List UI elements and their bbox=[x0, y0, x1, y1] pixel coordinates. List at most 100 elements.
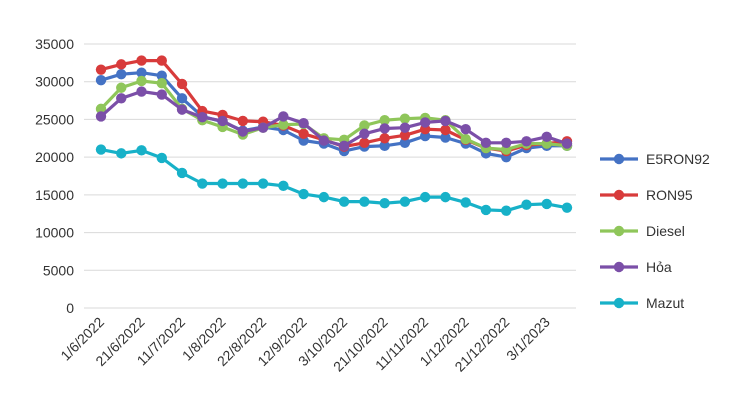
data-point bbox=[197, 178, 208, 189]
data-point bbox=[480, 204, 492, 216]
y-tick-label: 25000 bbox=[35, 111, 74, 127]
data-point bbox=[278, 111, 289, 122]
data-point bbox=[440, 115, 451, 127]
data-point bbox=[257, 178, 269, 189]
data-point bbox=[116, 93, 127, 104]
legend-label: Mazut bbox=[646, 295, 684, 311]
y-tick-label: 35000 bbox=[35, 36, 74, 52]
data-point bbox=[318, 191, 330, 203]
data-point bbox=[521, 136, 532, 147]
legend-item-hỏa: Hỏa bbox=[600, 259, 672, 275]
data-point bbox=[359, 137, 370, 149]
data-point bbox=[136, 67, 147, 78]
data-point bbox=[399, 113, 411, 124]
data-point bbox=[440, 191, 451, 203]
data-point bbox=[95, 103, 107, 115]
data-point bbox=[318, 135, 330, 146]
series-hỏa bbox=[95, 86, 573, 152]
legend: E5RON92 RON95 Diesel Hỏa Mazut bbox=[600, 151, 710, 311]
legend-marker bbox=[613, 189, 625, 201]
data-point bbox=[237, 178, 249, 189]
legend-item-ron95: RON95 bbox=[600, 187, 693, 203]
data-point bbox=[217, 115, 228, 127]
data-point bbox=[257, 122, 269, 133]
x-axis: 1/6/202221/6/202211/7/20221/8/202222/8/2… bbox=[57, 314, 553, 375]
data-point bbox=[359, 196, 370, 207]
data-point bbox=[136, 75, 147, 87]
y-tick-label: 5000 bbox=[43, 262, 74, 278]
data-point bbox=[156, 55, 167, 66]
legend-item-diesel: Diesel bbox=[600, 223, 685, 239]
data-point bbox=[399, 196, 411, 207]
legend-label: Diesel bbox=[646, 223, 685, 239]
data-point bbox=[136, 55, 147, 66]
data-point bbox=[379, 197, 390, 209]
data-point bbox=[136, 86, 147, 97]
y-tick-label: 30000 bbox=[35, 74, 74, 90]
legend-label: E5RON92 bbox=[646, 151, 710, 167]
data-point bbox=[460, 133, 471, 145]
data-point bbox=[501, 137, 512, 149]
series-line bbox=[99, 79, 568, 152]
data-point bbox=[379, 123, 390, 134]
data-point bbox=[359, 120, 370, 131]
data-point bbox=[197, 111, 208, 123]
series-line bbox=[100, 148, 568, 213]
data-point bbox=[176, 78, 188, 90]
legend-item-e5ron92: E5RON92 bbox=[600, 151, 710, 167]
data-point bbox=[399, 137, 411, 149]
data-point bbox=[298, 188, 309, 200]
legend-label: RON95 bbox=[646, 187, 693, 203]
data-point bbox=[95, 111, 107, 122]
legend-label: Hỏa bbox=[646, 259, 672, 275]
x-tick-label: 3/1/2023 bbox=[503, 314, 553, 364]
data-point bbox=[440, 132, 451, 143]
data-point bbox=[480, 137, 492, 149]
data-point bbox=[278, 119, 289, 130]
y-axis: 0 5000 10000 15000 20000 25000 30000 35000 bbox=[35, 36, 74, 316]
data-point bbox=[237, 126, 249, 137]
data-point bbox=[419, 117, 431, 128]
legend-marker bbox=[613, 297, 625, 309]
legend-item-mazut: Mazut bbox=[600, 295, 684, 311]
data-point bbox=[338, 196, 350, 207]
data-point bbox=[116, 82, 127, 93]
data-point bbox=[419, 191, 431, 203]
legend-marker bbox=[613, 225, 625, 237]
data-point bbox=[541, 198, 552, 210]
data-point bbox=[95, 144, 107, 155]
data-point bbox=[95, 64, 107, 75]
data-point bbox=[440, 124, 451, 136]
data-point bbox=[278, 180, 289, 192]
data-point bbox=[156, 89, 167, 100]
data-point bbox=[176, 167, 188, 179]
series-group bbox=[95, 55, 573, 216]
data-point bbox=[156, 152, 167, 164]
data-point bbox=[298, 118, 309, 129]
data-point bbox=[237, 115, 249, 127]
legend-marker bbox=[613, 153, 625, 165]
y-tick-label: 20000 bbox=[35, 149, 74, 165]
data-point bbox=[298, 128, 309, 139]
data-point bbox=[116, 68, 127, 80]
y-tick-label: 0 bbox=[66, 300, 74, 316]
data-point bbox=[217, 178, 228, 189]
data-point bbox=[379, 140, 390, 152]
data-point bbox=[136, 145, 147, 156]
series-ron95 bbox=[95, 55, 573, 157]
data-point bbox=[399, 122, 411, 133]
data-point bbox=[338, 140, 350, 152]
data-point bbox=[116, 148, 127, 159]
data-point bbox=[379, 114, 390, 126]
y-tick-label: 15000 bbox=[35, 187, 74, 203]
data-point bbox=[176, 93, 188, 104]
data-point bbox=[521, 199, 532, 210]
data-point bbox=[156, 78, 167, 89]
data-point bbox=[116, 59, 127, 70]
y-tick-label: 10000 bbox=[35, 225, 74, 241]
data-point bbox=[379, 133, 390, 144]
legend-marker bbox=[613, 261, 625, 273]
series-mazut bbox=[95, 144, 573, 216]
